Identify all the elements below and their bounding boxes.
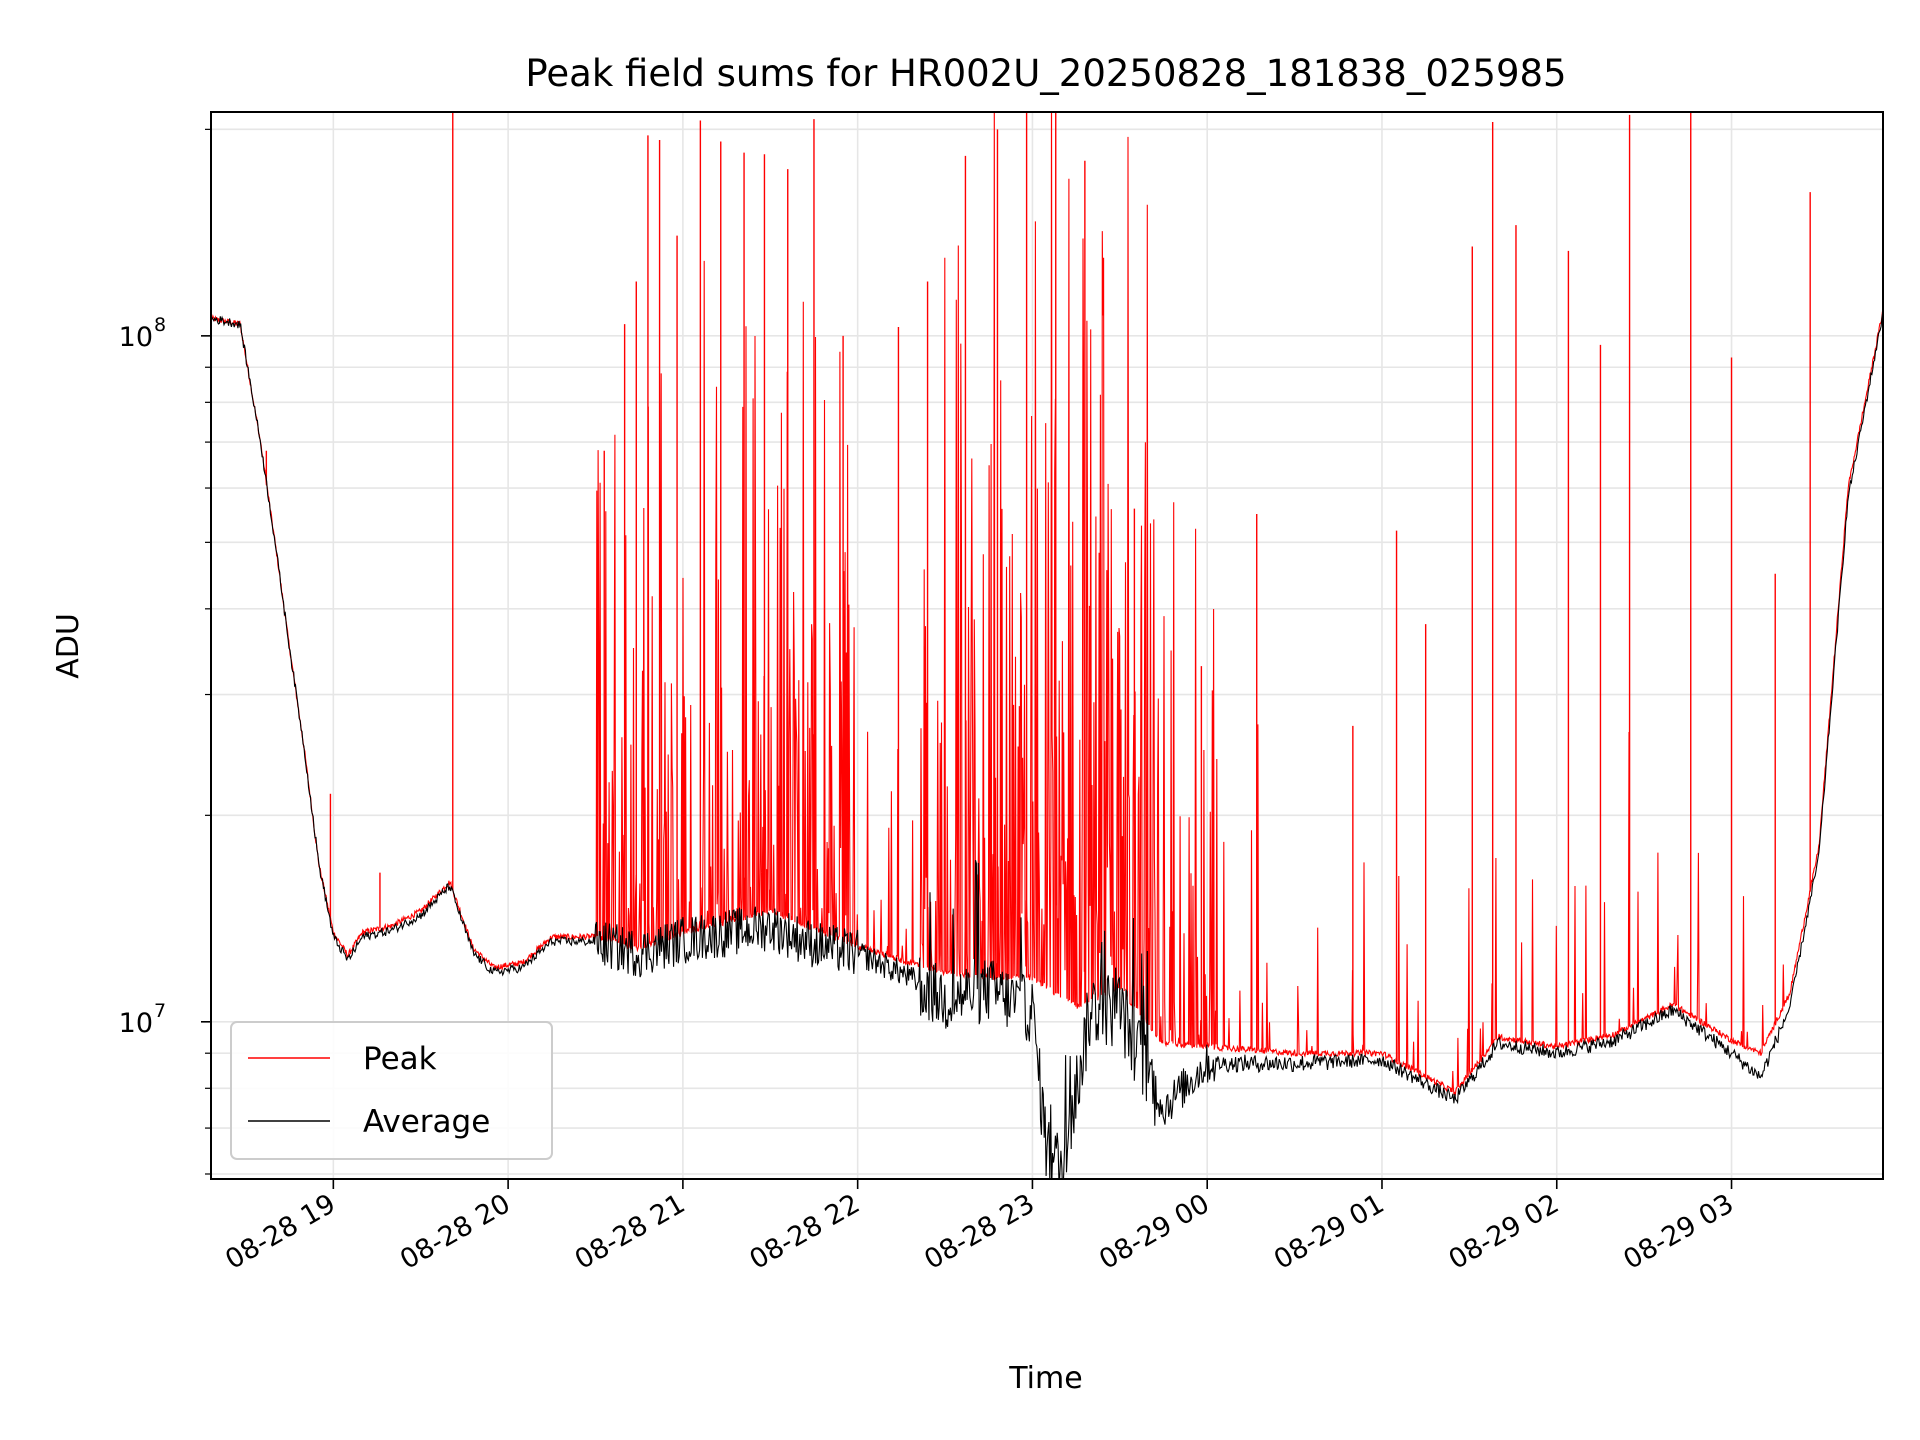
peak-line [211,112,1883,1097]
legend: Peak Average [230,1021,553,1160]
peak-series [211,112,1883,1097]
legend-box [230,1021,553,1160]
y-tick-exponent: 8 [154,314,166,336]
plot-frame [210,111,1884,1180]
y-tick-exponent: 7 [154,1000,166,1022]
x-axis-label: Time [1008,1361,1082,1396]
legend-average-label: Average [363,1104,490,1140]
average-line [211,311,1883,1179]
y-tick-label: 10 [119,322,153,353]
plot-area [211,112,1883,1179]
y-tick-label: 10 [119,1008,153,1039]
average-series [211,311,1883,1179]
chart-title: Peak field sums for HR002U_20250828_1818… [525,52,1566,95]
grid-lines [211,112,1883,1179]
legend-peak-label: Peak [363,1041,437,1077]
y-axis-label: ADU [51,613,86,679]
